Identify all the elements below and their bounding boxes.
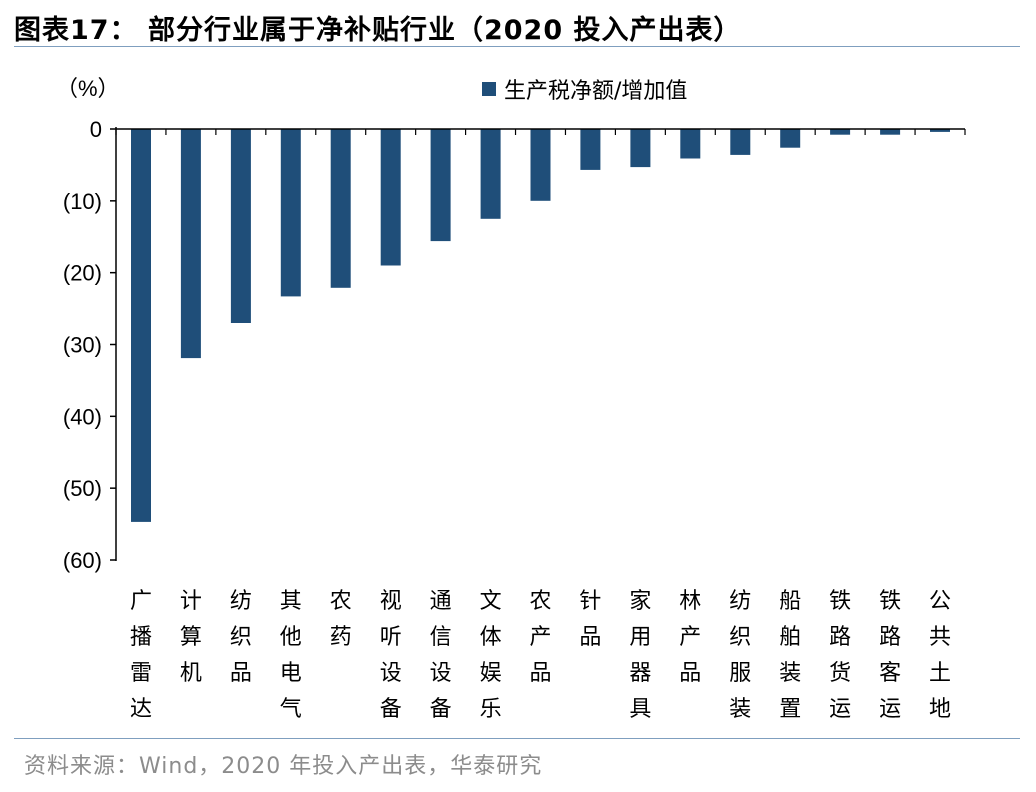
category-label-12: 纺织服装 <box>729 589 751 722</box>
category-label-4: 农药 <box>330 589 352 650</box>
category-label-14: 铁路货运 <box>829 589 851 722</box>
source-divider <box>14 738 1020 739</box>
title-divider <box>14 46 1020 47</box>
bar-3 <box>280 129 301 297</box>
category-label-3: 其他电气 <box>280 589 302 722</box>
bar-10 <box>630 129 651 168</box>
bar-16 <box>930 129 950 132</box>
bar-chart: （%） 生产税净额/增加值 0(10)(20)(30)(40)(50)(60) … <box>56 76 966 722</box>
bar-12 <box>730 129 751 155</box>
category-label-2: 纺织品 <box>230 589 252 686</box>
y-tick-label-4: (40) <box>63 404 102 429</box>
bar-14 <box>830 129 851 135</box>
category-label-13: 船舶装置 <box>779 589 801 722</box>
category-label-10: 家用器具 <box>629 589 651 722</box>
bar-4 <box>330 129 351 288</box>
category-label-11: 林产品 <box>679 589 701 686</box>
category-label-9: 针品 <box>579 589 601 650</box>
y-tick-label-5: (50) <box>63 476 102 501</box>
category-label-15: 铁路客运 <box>879 589 901 722</box>
category-label-7: 文体娱乐 <box>480 589 502 722</box>
category-label-8: 农产品 <box>529 589 551 686</box>
bar-8 <box>530 129 551 201</box>
bar-9 <box>580 129 601 170</box>
bar-5 <box>380 129 401 266</box>
y-tick-label-3: (30) <box>63 333 102 358</box>
bar-6 <box>430 129 451 242</box>
y-tick-label-1: (10) <box>63 189 102 214</box>
bar-1 <box>180 129 201 359</box>
legend-label: 生产税净额/增加值 <box>504 79 687 104</box>
bar-0 <box>131 129 151 522</box>
legend-swatch <box>482 82 496 96</box>
category-label-16: 公共土地 <box>929 589 951 722</box>
bar-2 <box>230 129 251 323</box>
category-label-6: 通信设备 <box>430 589 452 722</box>
y-tick-label-2: (20) <box>63 261 102 286</box>
bar-15 <box>880 129 901 135</box>
source-note: 资料来源：Wind，2020 年投入产出表，华泰研究 <box>24 754 543 779</box>
y-tick-label-6: (60) <box>63 548 102 573</box>
y-tick-label-0: 0 <box>90 117 102 142</box>
bar-7 <box>480 129 501 219</box>
bar-13 <box>780 129 801 148</box>
y-unit-label: （%） <box>56 76 120 101</box>
category-label-0: 广播雷达 <box>130 589 152 722</box>
category-label-5: 视听设备 <box>380 589 402 722</box>
category-label-1: 计算机 <box>180 589 202 686</box>
chart-title: 图表17： 部分行业属于净补贴行业（2020 投入产出表） <box>14 15 742 46</box>
bar-11 <box>680 129 701 159</box>
